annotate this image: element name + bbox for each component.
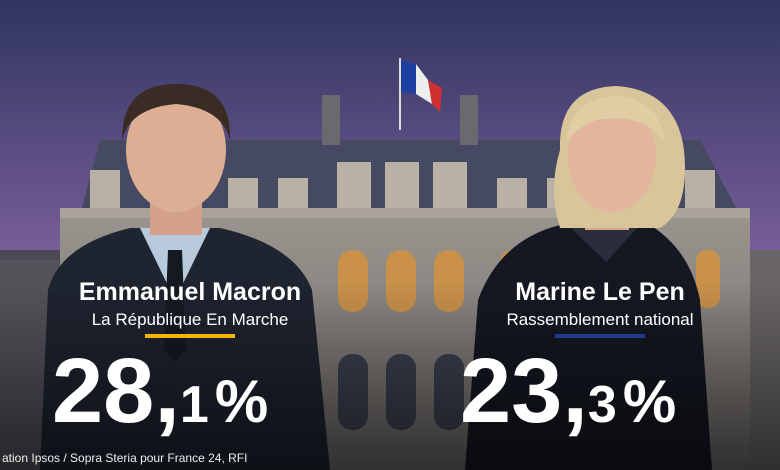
result: 28,1% xyxy=(52,340,268,442)
party-name: Rassemblement national xyxy=(506,310,693,329)
result: 23,3% xyxy=(460,340,676,442)
underline xyxy=(555,334,645,338)
source: ation Ipsos / Sopra Steria pour France 2… xyxy=(2,451,247,465)
result-decimal: 1 xyxy=(180,376,209,434)
result-integer: 23, xyxy=(460,340,588,442)
candidate-name: Emmanuel Macron xyxy=(79,278,301,306)
result-unit: % xyxy=(623,368,676,435)
result-integer: 28, xyxy=(52,340,180,442)
underline xyxy=(145,334,235,338)
candidate-card: Emmanuel Macron La République En Marche … xyxy=(52,278,301,442)
result-decimal: 3 xyxy=(588,376,617,434)
result-unit: % xyxy=(215,368,268,435)
candidate-name: Marine Le Pen xyxy=(515,278,685,306)
candidate-card: Marine Le Pen Rassemblement national 23,… xyxy=(460,278,694,442)
party-name: La République En Marche xyxy=(92,310,289,329)
